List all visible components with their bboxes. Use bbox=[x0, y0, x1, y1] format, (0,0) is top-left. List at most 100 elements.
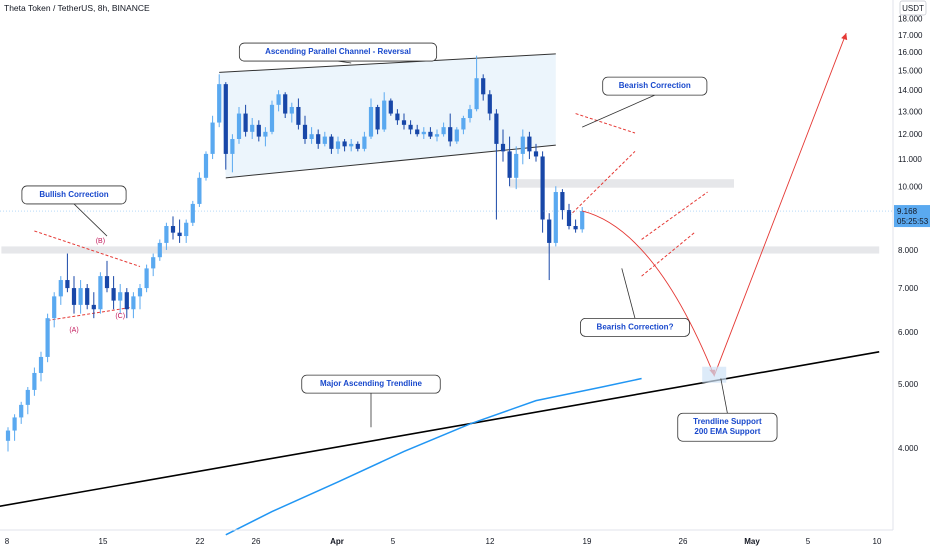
candle[interactable] bbox=[487, 94, 492, 114]
candle[interactable] bbox=[263, 131, 268, 137]
candle[interactable] bbox=[461, 118, 466, 130]
candle[interactable] bbox=[560, 192, 565, 211]
candle[interactable] bbox=[78, 288, 83, 305]
candle[interactable] bbox=[190, 203, 195, 223]
major-ascending-trendline[interactable] bbox=[0, 351, 880, 508]
candle[interactable] bbox=[236, 113, 242, 139]
candle[interactable] bbox=[137, 288, 143, 297]
candle[interactable] bbox=[203, 153, 209, 178]
candle[interactable] bbox=[5, 430, 11, 441]
candle[interactable] bbox=[104, 276, 110, 289]
callout-box[interactable] bbox=[677, 412, 778, 442]
candle[interactable] bbox=[223, 84, 228, 154]
candle[interactable] bbox=[289, 106, 294, 114]
candle[interactable] bbox=[118, 292, 123, 301]
candle[interactable] bbox=[144, 268, 149, 289]
candle[interactable] bbox=[230, 138, 235, 154]
currency-badge[interactable] bbox=[899, 0, 927, 16]
candle[interactable] bbox=[514, 153, 519, 178]
candle[interactable] bbox=[91, 304, 96, 310]
candle[interactable] bbox=[467, 109, 473, 119]
candle[interactable] bbox=[309, 134, 314, 139]
candle[interactable] bbox=[19, 404, 24, 418]
candle[interactable] bbox=[580, 210, 585, 230]
candle[interactable] bbox=[388, 100, 393, 114]
candle[interactable] bbox=[170, 226, 176, 233]
candle[interactable] bbox=[12, 417, 17, 431]
callout-box[interactable] bbox=[301, 374, 441, 394]
candle[interactable] bbox=[243, 113, 248, 132]
candle[interactable] bbox=[375, 106, 380, 130]
candle[interactable] bbox=[527, 136, 532, 152]
candle[interactable] bbox=[283, 94, 288, 114]
candle[interactable] bbox=[547, 219, 552, 243]
candle[interactable] bbox=[434, 134, 440, 137]
candle[interactable] bbox=[533, 151, 539, 157]
channel-lower-line[interactable] bbox=[225, 144, 556, 179]
candle[interactable] bbox=[124, 292, 129, 310]
candle[interactable] bbox=[131, 296, 136, 310]
candle[interactable] bbox=[401, 120, 407, 125]
candle[interactable] bbox=[454, 129, 459, 142]
candle[interactable] bbox=[395, 113, 400, 121]
candle[interactable] bbox=[269, 104, 275, 132]
callout-box[interactable] bbox=[580, 317, 690, 337]
candle[interactable] bbox=[573, 226, 578, 230]
candle[interactable] bbox=[316, 134, 321, 144]
candle[interactable] bbox=[151, 257, 156, 269]
candle[interactable] bbox=[302, 124, 308, 139]
candle[interactable] bbox=[335, 141, 341, 149]
candle[interactable] bbox=[474, 78, 479, 110]
candle[interactable] bbox=[540, 156, 545, 220]
candle[interactable] bbox=[250, 124, 255, 132]
candle[interactable] bbox=[58, 280, 63, 297]
candle[interactable] bbox=[362, 136, 367, 149]
candle[interactable] bbox=[164, 226, 169, 243]
candle[interactable] bbox=[553, 192, 558, 243]
ema-200-line[interactable] bbox=[225, 377, 642, 536]
candle[interactable] bbox=[322, 136, 327, 144]
callout-box[interactable] bbox=[238, 42, 438, 62]
candle[interactable] bbox=[408, 124, 413, 130]
candle[interactable] bbox=[448, 127, 453, 142]
callout-box[interactable] bbox=[602, 76, 708, 96]
candle[interactable] bbox=[157, 242, 162, 258]
candle[interactable] bbox=[38, 356, 44, 373]
candle[interactable] bbox=[111, 288, 116, 301]
candle[interactable] bbox=[520, 136, 525, 154]
candle[interactable] bbox=[210, 122, 215, 154]
candle[interactable] bbox=[441, 127, 446, 135]
candle[interactable] bbox=[256, 124, 261, 137]
candle[interactable] bbox=[494, 113, 499, 144]
candle[interactable] bbox=[276, 94, 281, 105]
candle[interactable] bbox=[197, 177, 202, 204]
candle[interactable] bbox=[25, 389, 30, 405]
candle[interactable] bbox=[428, 131, 433, 137]
candle[interactable] bbox=[566, 210, 572, 227]
candle[interactable] bbox=[507, 151, 512, 178]
candle[interactable] bbox=[415, 129, 420, 135]
price-projection-path[interactable] bbox=[582, 32, 847, 377]
candle[interactable] bbox=[355, 143, 360, 149]
candle[interactable] bbox=[52, 296, 57, 319]
callout-box[interactable] bbox=[21, 185, 127, 205]
candle[interactable] bbox=[98, 276, 103, 310]
candle[interactable] bbox=[71, 288, 77, 305]
candle[interactable] bbox=[85, 288, 90, 305]
candle[interactable] bbox=[296, 106, 301, 125]
candle[interactable] bbox=[500, 143, 506, 152]
candle[interactable] bbox=[32, 372, 37, 390]
last-price-badge[interactable] bbox=[894, 205, 930, 228]
candle[interactable] bbox=[481, 78, 486, 95]
candle[interactable] bbox=[342, 141, 347, 147]
candle[interactable] bbox=[329, 136, 334, 149]
candle[interactable] bbox=[65, 280, 70, 289]
candle[interactable] bbox=[45, 318, 50, 357]
candle[interactable] bbox=[421, 131, 426, 135]
candle[interactable] bbox=[184, 222, 189, 237]
candle[interactable] bbox=[368, 106, 374, 137]
candle[interactable] bbox=[382, 100, 387, 130]
candle[interactable] bbox=[349, 143, 354, 147]
channel-upper-line[interactable] bbox=[219, 53, 556, 73]
